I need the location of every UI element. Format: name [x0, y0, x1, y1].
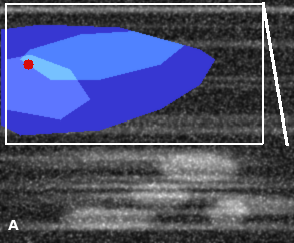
Text: A: A	[8, 219, 19, 233]
